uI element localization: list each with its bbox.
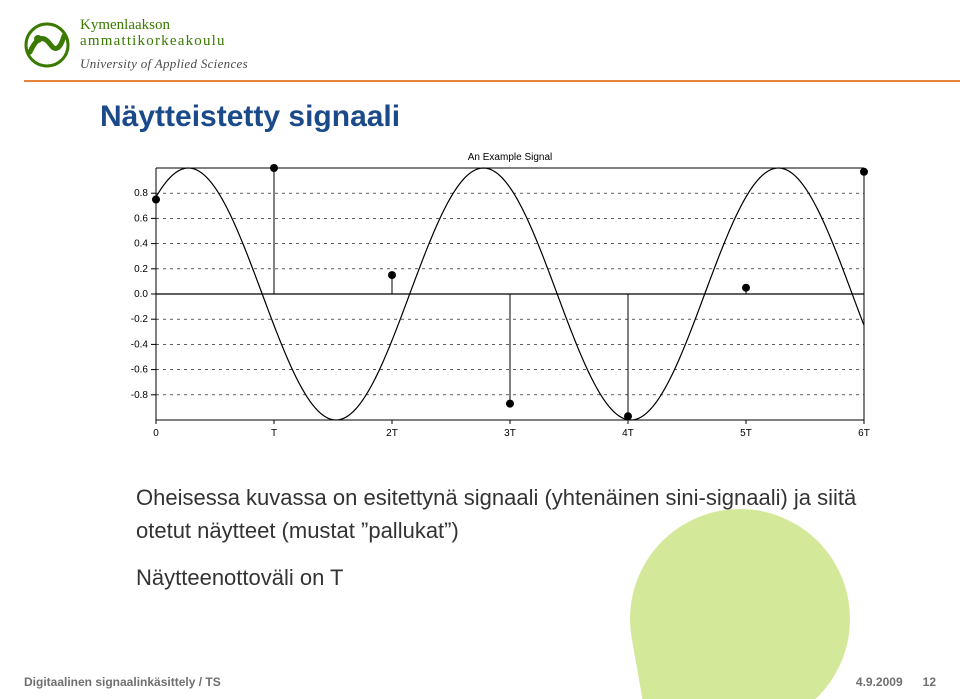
body-p2: Näytteenottoväli on T bbox=[136, 561, 890, 594]
org-name-line2: ammattikorkeakoulu bbox=[80, 34, 248, 50]
footer-date: 4.9.2009 bbox=[856, 675, 903, 689]
chart-svg: An Example Signal 0.8 0.6 0.4 0.2 0.0 -0.2 -0.4… bbox=[110, 148, 870, 448]
svg-text:0.0: 0.0 bbox=[134, 289, 148, 300]
org-name-line1: Kymenlaakson bbox=[80, 18, 248, 34]
logo-mark-icon bbox=[24, 22, 70, 68]
org-subtitle: University of Applied Sciences bbox=[80, 56, 248, 72]
svg-text:6T: 6T bbox=[858, 428, 870, 439]
svg-text:-0.4: -0.4 bbox=[131, 339, 149, 350]
svg-text:2T: 2T bbox=[386, 428, 398, 439]
svg-text:0.4: 0.4 bbox=[134, 238, 148, 249]
svg-text:-0.6: -0.6 bbox=[131, 364, 149, 375]
footer-page: 12 bbox=[923, 675, 936, 689]
signal-chart: An Example Signal 0.8 0.6 0.4 0.2 0.0 -0.2 -0.4… bbox=[110, 148, 870, 453]
svg-text:3T: 3T bbox=[504, 428, 516, 439]
svg-text:5T: 5T bbox=[740, 428, 752, 439]
svg-text:0.6: 0.6 bbox=[134, 213, 148, 224]
svg-text:T: T bbox=[271, 428, 277, 439]
svg-text:0.2: 0.2 bbox=[134, 263, 148, 274]
svg-text:An Example Signal: An Example Signal bbox=[468, 152, 553, 163]
svg-text:4T: 4T bbox=[622, 428, 634, 439]
svg-text:0.8: 0.8 bbox=[134, 188, 148, 199]
footer: Digitaalinen signaalinkäsittely / TS 4.9… bbox=[24, 675, 936, 689]
logo: Kymenlaakson ammattikorkeakoulu Universi… bbox=[24, 18, 960, 72]
slide-content: Näytteistetty signaali An Example Signal… bbox=[0, 82, 960, 594]
footer-left: Digitaalinen signaalinkäsittely / TS bbox=[24, 675, 221, 689]
body-p1: Oheisessa kuvassa on esitettynä signaali… bbox=[136, 481, 890, 547]
svg-text:-0.8: -0.8 bbox=[131, 389, 149, 400]
body-text: Oheisessa kuvassa on esitettynä signaali… bbox=[136, 481, 890, 594]
svg-text:0: 0 bbox=[153, 428, 159, 439]
svg-text:-0.2: -0.2 bbox=[131, 314, 149, 325]
footer-right: 4.9.2009 12 bbox=[856, 675, 936, 689]
logo-text: Kymenlaakson ammattikorkeakoulu Universi… bbox=[80, 18, 248, 72]
header: Kymenlaakson ammattikorkeakoulu Universi… bbox=[0, 0, 960, 82]
slide-title: Näytteistetty signaali bbox=[100, 100, 890, 134]
